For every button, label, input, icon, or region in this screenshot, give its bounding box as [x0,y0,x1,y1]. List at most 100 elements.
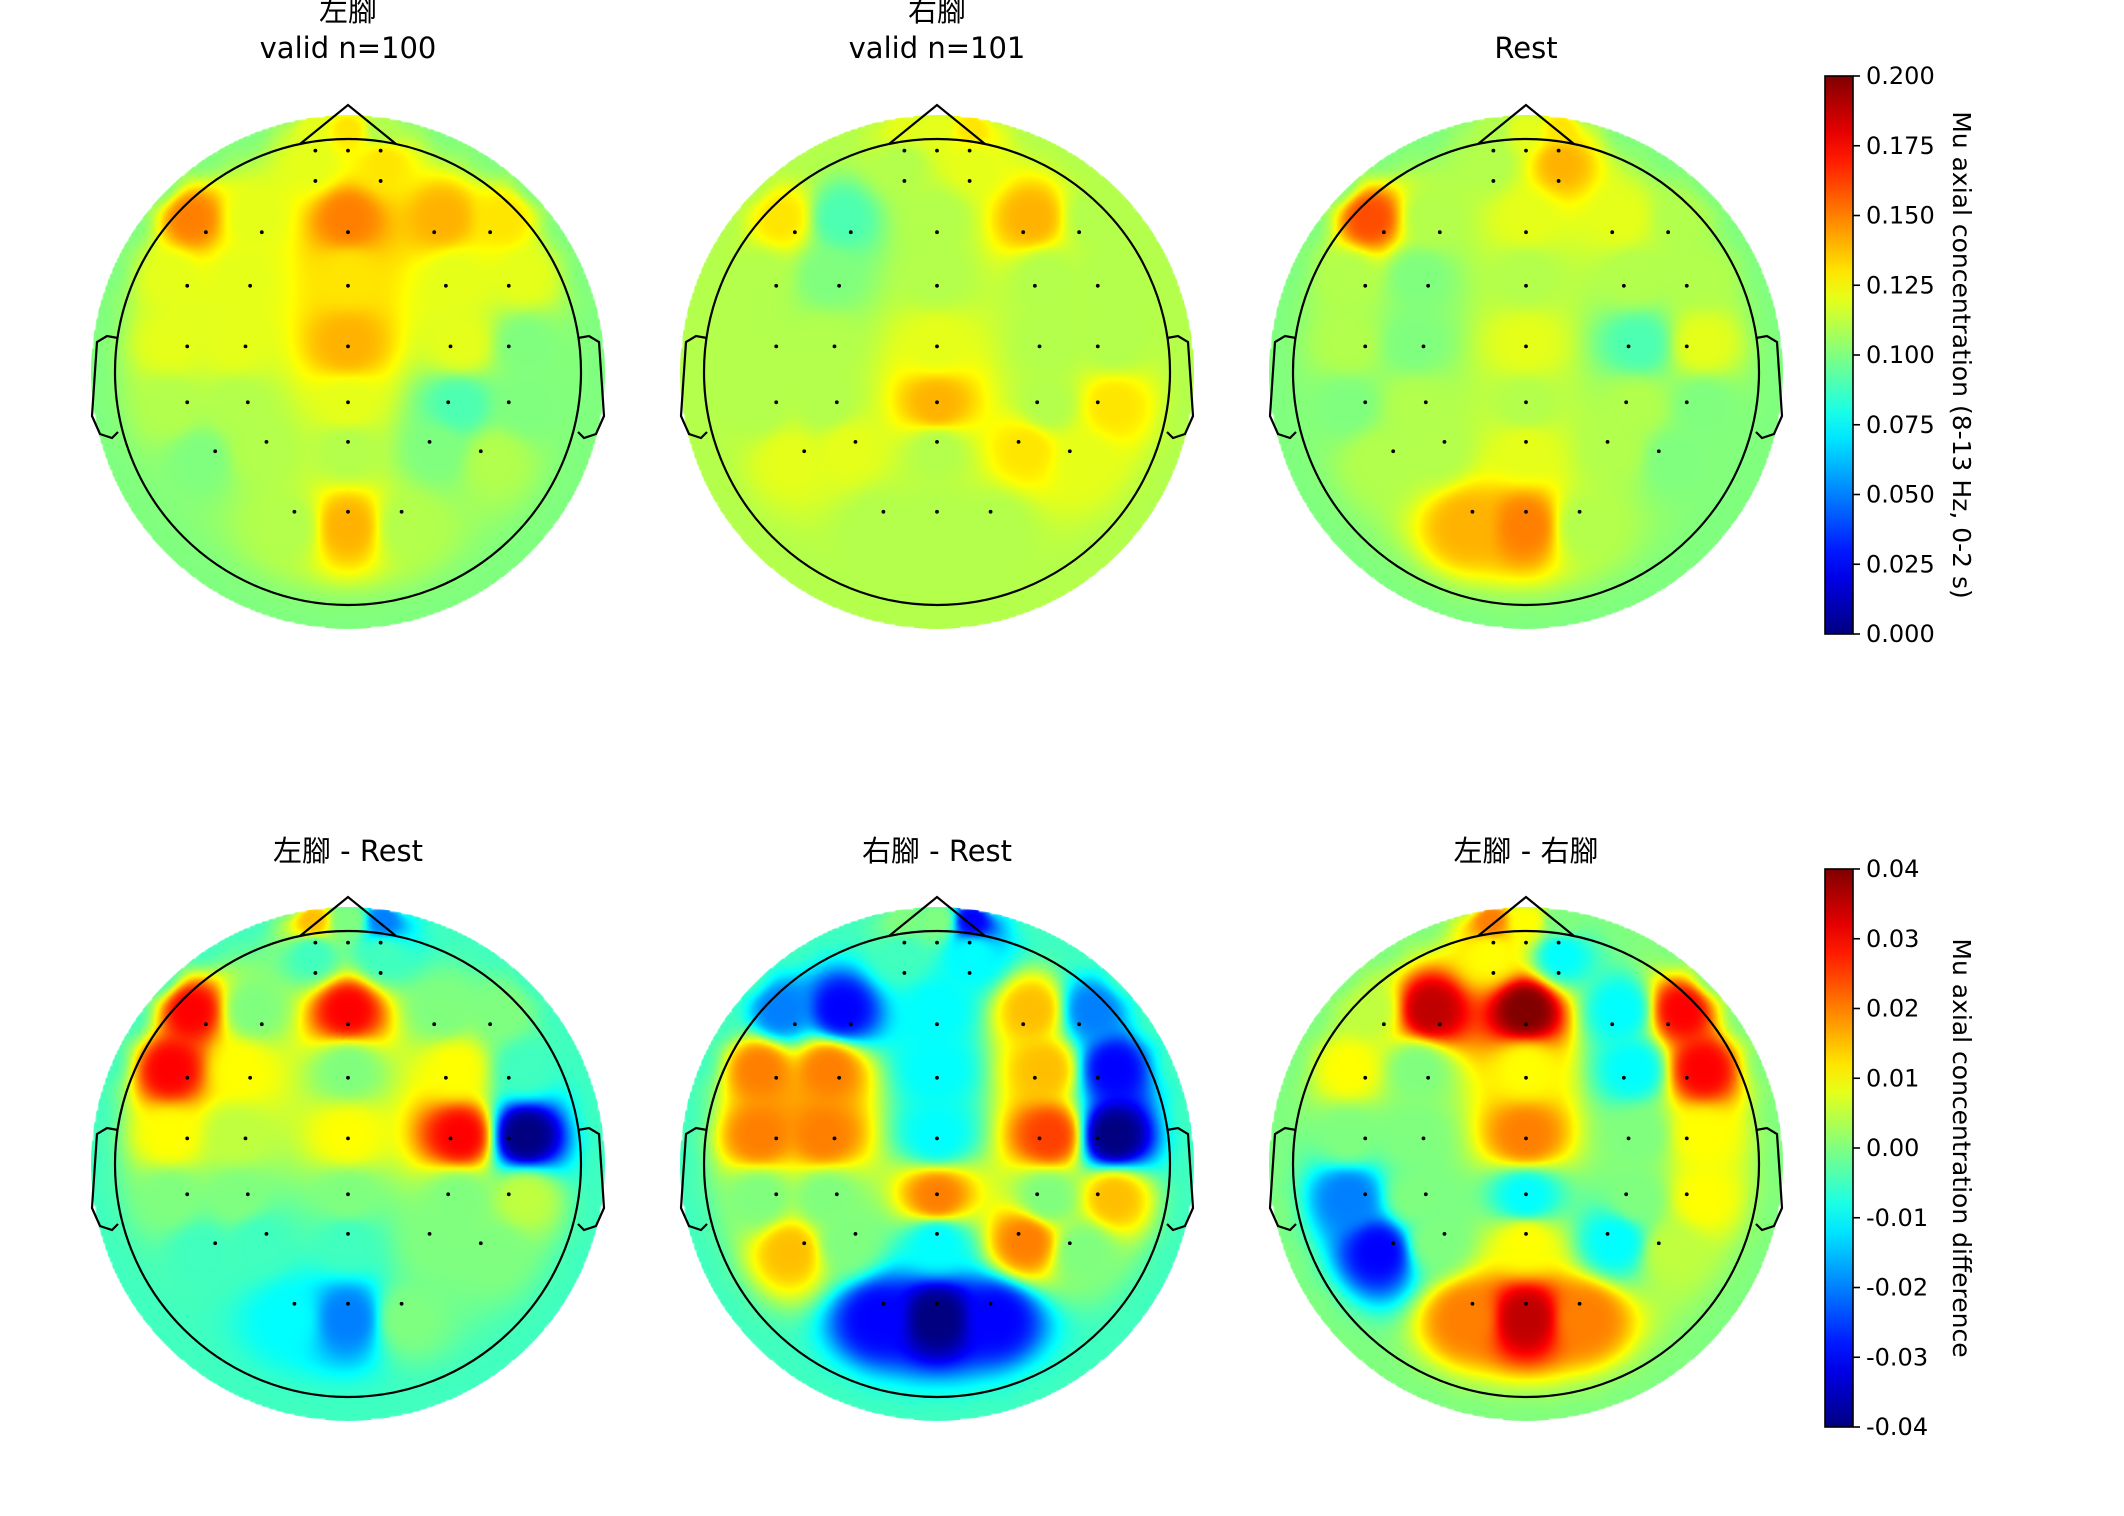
sensor-P3 [264,440,269,444]
sensor-P8 [1067,449,1072,454]
sensor-Fz [346,230,350,235]
sensor-CP3 [1423,1192,1428,1197]
colorbar-tick-label: 0.175 [1866,132,1935,160]
sensor-PO4 [988,1301,993,1306]
sensor-T8 [1684,344,1689,349]
sensor-Pz [346,440,350,444]
sensor-CP3 [245,400,250,405]
sensor-PO4 [399,509,404,514]
colorbar-tick-label: 0.04 [1866,855,1919,883]
sensor-FC3 [837,283,842,288]
sensor-Pz [1524,440,1528,444]
sensor-FC6 [1095,283,1100,288]
sensor-AF3 [902,179,907,183]
right-ear-outline [1166,334,1195,440]
sensor-PO3 [881,509,886,514]
topomap-panel-5: 右腳 - Rest [679,834,1195,1421]
sensor-P7 [213,1241,218,1246]
sensor-P4 [1605,440,1610,444]
left-ear-outline [90,334,119,440]
sensor-FCz [346,283,350,288]
sensor-Fp1 [313,940,318,945]
sensor-AF3 [313,971,318,975]
sensor-Fpz [346,148,350,153]
sensor-F3 [259,230,264,235]
sensor-CP6 [506,1192,511,1197]
sensor-PO4 [1577,1301,1582,1306]
sensor-Cz [1524,344,1528,349]
sensor-F4 [432,230,437,235]
colorbar-tick-label: 0.125 [1866,271,1935,299]
sensor-POz [1524,1301,1528,1306]
sensor-Fpz [346,940,350,945]
sensor-Cz [935,344,939,349]
sensor-CPz [1524,400,1528,405]
sensor-P8 [478,1241,483,1246]
sensor-T7 [774,344,779,349]
sensor-Fz [346,1022,350,1027]
sensor-P7 [1391,1241,1396,1246]
topomap-heat [1269,907,1783,1421]
sensor-F7 [1381,230,1386,235]
sensor-CPz [935,1192,939,1197]
sensor-CP5 [185,400,190,405]
colorbar-tick-label: 0.03 [1866,925,1919,953]
sensor-FCz [346,1075,350,1080]
sensor-Fz [1524,1022,1528,1027]
nose-outline [1477,103,1575,145]
sensor-CP6 [1095,400,1100,405]
sensor-FC5 [185,283,190,288]
sensor-FC6 [1095,1075,1100,1080]
colorbar-gradient [1824,868,1854,1428]
sensor-Fp1 [902,148,907,153]
sensor-Fp1 [313,148,318,153]
sensor-P4 [1605,1232,1610,1236]
sensor-PO3 [292,509,297,514]
right-ear-outline [577,334,606,440]
sensor-P3 [853,1232,858,1236]
colorbar-tick-label: 0.025 [1866,550,1935,578]
nose-outline [1477,895,1575,937]
sensor-P3 [1442,1232,1447,1236]
sensor-P3 [1442,440,1447,444]
sensor-T8 [1095,1136,1100,1141]
sensor-F3 [848,1022,853,1027]
sensor-FC4 [1032,283,1037,288]
topomap-heat [91,907,605,1421]
right-ear-outline [1755,1126,1784,1232]
topomap-heat [680,115,1194,629]
panel-title: 右腳 - Rest [862,834,1012,868]
sensor-F4 [1610,1022,1615,1027]
sensor-F3 [1437,1022,1442,1027]
sensor-P8 [1656,1241,1661,1246]
colorbar-tick-label: -0.04 [1866,1413,1928,1441]
sensor-AF3 [1491,971,1496,975]
sensor-CP5 [774,1192,779,1197]
sensor-C4 [448,1136,453,1141]
colorbar-tick-label: 0.01 [1866,1064,1919,1092]
colorbar-tick-label: 0.100 [1866,341,1935,369]
colorbar-label: Mu axial concentration (8-13 Hz, 0-2 s) [1947,111,1976,599]
sensor-FC5 [774,283,779,288]
sensor-Fp1 [1491,940,1496,945]
sensor-Pz [346,1232,350,1236]
sensor-FC5 [1363,1075,1368,1080]
sensor-PO3 [292,1301,297,1306]
sensor-CP6 [1095,1192,1100,1197]
nose-outline [299,895,397,937]
sensor-POz [935,1301,939,1306]
right-ear-outline [577,1126,606,1232]
head-outline [1291,929,1761,1399]
sensor-FC6 [506,1075,511,1080]
sensor-C4 [1037,344,1042,349]
sensor-T7 [185,344,190,349]
colorbar-tick-label: 0.150 [1866,202,1935,230]
colorbar-tick-label: -0.02 [1866,1274,1928,1302]
sensor-Cz [935,1136,939,1141]
sensor-CP6 [1684,1192,1689,1197]
sensor-C4 [1626,1136,1631,1141]
sensor-P7 [802,449,807,454]
sensor-Fp2 [1556,940,1561,945]
sensor-P8 [1067,1241,1072,1246]
sensor-Cz [346,1136,350,1141]
